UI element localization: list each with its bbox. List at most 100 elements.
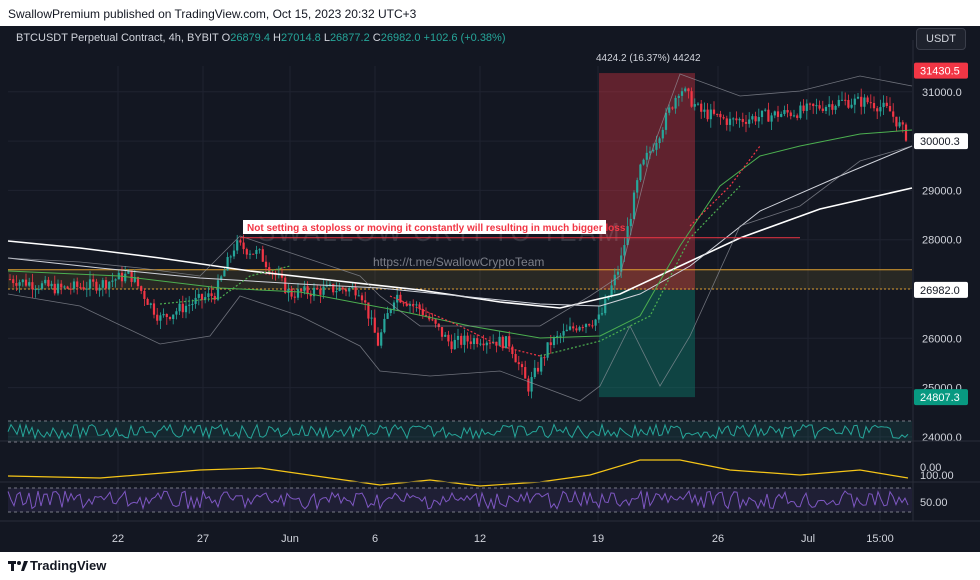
price-tag	[914, 62, 968, 79]
candle-body	[79, 286, 82, 288]
candle-body	[645, 152, 648, 160]
candle-body	[776, 111, 780, 117]
candle-body	[111, 280, 114, 282]
candle-body	[885, 102, 888, 107]
candle-body	[364, 300, 367, 303]
candle-body	[831, 104, 834, 110]
candle-body	[853, 98, 856, 105]
open-value: 26879.4	[230, 32, 270, 44]
candle-body	[140, 286, 143, 291]
candle-body	[200, 294, 204, 300]
candle-body	[319, 289, 322, 295]
tradingview-logo-icon	[8, 561, 28, 571]
time-axis-label: 26	[712, 533, 724, 545]
candle-body	[652, 149, 655, 152]
candle-body	[72, 281, 76, 289]
candle-body	[575, 328, 578, 331]
candle-body	[504, 336, 508, 349]
candles-group	[8, 86, 908, 399]
candle-body	[130, 270, 133, 282]
candle-body	[780, 113, 783, 117]
time-axis-label: Jun	[281, 533, 299, 545]
candle-body	[485, 342, 488, 346]
candle-body	[706, 109, 709, 120]
time-axis-label: 6	[372, 533, 378, 545]
candle-body	[607, 296, 610, 300]
candle-body	[12, 279, 15, 284]
candle-body	[716, 113, 719, 115]
candle-body	[69, 288, 72, 290]
price-tag	[914, 133, 968, 150]
candle-body	[882, 102, 885, 108]
candle-body	[469, 341, 472, 345]
change-value: +102.6 (+0.38%)	[423, 32, 506, 44]
symbol-name[interactable]: BTCUSDT Perpetual Contract, 4h, BYBIT	[16, 32, 219, 44]
candle-body	[296, 289, 300, 298]
candle-body	[188, 304, 191, 306]
candle-body	[309, 293, 312, 297]
warning-label-bg	[243, 220, 606, 234]
candle-body	[546, 342, 549, 358]
candle-body	[735, 118, 738, 121]
candle-body	[610, 285, 613, 297]
candle-body	[303, 286, 306, 292]
candle-body	[351, 286, 354, 289]
candle-body	[748, 119, 751, 124]
chart-area[interactable]: 4424.2 (16.37%) 44242SWALLOW CRYPTO TEAM…	[0, 26, 980, 552]
trend-red-dots-2	[689, 145, 761, 227]
price-chart[interactable]: 4424.2 (16.37%) 44242SWALLOW CRYPTO TEAM…	[0, 26, 980, 552]
candle-body	[792, 115, 796, 117]
currency-button[interactable]: USDT	[916, 28, 966, 50]
candle-body	[53, 283, 56, 294]
symbol-legend[interactable]: BTCUSDT Perpetual Contract, 4h, BYBIT O2…	[16, 32, 506, 44]
footer-brand: TradingView	[30, 558, 107, 573]
candle-body	[207, 293, 210, 298]
candle-body	[828, 104, 831, 108]
candle-body	[904, 124, 908, 141]
osc-top-label: 100.00	[920, 470, 954, 482]
candle-body	[594, 319, 597, 326]
candle-body	[213, 295, 216, 300]
candle-body	[172, 314, 175, 319]
candle-body	[386, 313, 389, 319]
candle-body	[517, 362, 520, 365]
candle-body	[840, 99, 844, 101]
price-axis-label: 26000.0	[922, 333, 962, 345]
candle-body	[312, 287, 316, 297]
price-tag-label: 26982.0	[920, 285, 960, 297]
candle-body	[450, 341, 453, 350]
candle-body	[447, 334, 450, 342]
candle-body	[773, 111, 776, 116]
warning-text: Not setting a stoploss or moving it cons…	[247, 223, 626, 234]
candle-body	[530, 377, 533, 392]
rsi-band	[8, 421, 912, 442]
candle-body	[431, 319, 434, 321]
candle-body	[802, 105, 805, 111]
candle-body	[789, 112, 792, 117]
candle-body	[405, 303, 408, 306]
candle-body	[175, 311, 178, 315]
candle-body	[194, 297, 197, 304]
price-axis-label: 31000.0	[922, 87, 962, 99]
candle-body	[399, 294, 402, 303]
candle-body	[898, 122, 901, 127]
time-axis-label: 15:00	[866, 533, 894, 545]
candle-body	[514, 354, 517, 363]
candle-body	[293, 296, 296, 298]
candle-body	[488, 342, 492, 344]
time-axis-label: Jul	[801, 533, 815, 545]
osc-mid-label: 50.00	[920, 497, 948, 509]
candle-body	[216, 280, 220, 300]
candle-body	[156, 314, 159, 321]
time-axis-label: 12	[474, 533, 486, 545]
candle-body	[498, 336, 501, 346]
candle-body	[805, 103, 808, 111]
candle-body	[34, 289, 37, 291]
osc-band	[8, 488, 912, 512]
close-label: C	[372, 32, 381, 44]
candle-body	[786, 110, 789, 113]
candle-body	[754, 116, 757, 122]
candle-body	[15, 283, 18, 286]
candle-body	[501, 336, 504, 349]
candle-body	[581, 327, 584, 329]
